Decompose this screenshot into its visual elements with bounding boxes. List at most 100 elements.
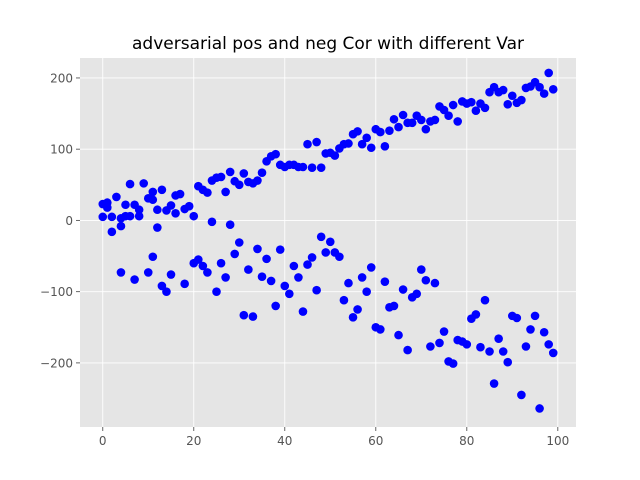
data-point-series-2 [403,345,412,355]
x-tick-label: 100 [546,434,569,448]
data-point-series-2 [207,217,217,227]
x-tick-label: 20 [186,434,201,448]
data-point-series-1 [253,176,262,185]
data-point-series-1 [166,201,176,210]
data-point-series-1 [448,100,458,110]
data-point-series-2 [194,255,203,264]
data-point-series-1 [430,115,440,125]
data-point-series-1 [421,124,431,134]
data-point-series-1 [307,163,317,173]
data-point-series-1 [548,85,558,94]
data-point-series-2 [416,265,426,274]
data-point-series-1 [184,201,194,211]
data-point-series-2 [380,277,390,286]
data-point-series-2 [239,310,249,320]
data-point-series-1 [362,133,371,143]
data-point-series-2 [257,272,267,281]
data-point-series-2 [180,279,189,289]
data-point-series-2 [348,312,358,322]
data-point-series-2 [230,249,240,259]
data-point-series-1 [175,189,185,199]
data-point-series-1 [148,187,158,197]
data-point-series-2 [376,325,385,334]
data-point-series-1 [503,100,513,109]
data-point-series-2 [162,287,171,296]
data-point-series-2 [244,265,253,274]
data-point-series-2 [530,311,540,321]
data-point-series-2 [448,359,458,368]
data-point-series-2 [394,330,403,340]
data-point-series-1 [366,143,376,153]
y-tick-label: −100 [40,285,73,299]
data-point-series-2 [535,404,544,413]
data-point-series-1 [107,227,117,237]
data-point-series-2 [362,287,371,296]
y-tick-label: 200 [50,71,73,85]
data-point-series-2 [321,248,331,257]
data-point-series-2 [353,305,362,314]
data-point-series-2 [307,253,317,262]
data-point-series-2 [294,273,303,282]
data-point-series-1 [271,149,280,159]
x-tick-label: 60 [368,434,383,448]
data-point-series-2 [130,275,139,284]
data-point-series-2 [526,325,535,334]
data-point-series-1 [467,97,476,107]
y-tick-label: 0 [65,214,73,228]
x-axis-ticks: 0 20 40 60 80 100 [99,427,569,448]
data-point-series-1 [312,137,321,147]
data-point-series-2 [148,252,158,262]
data-point-series-2 [303,260,312,269]
data-point-series-2 [153,223,162,232]
data-point-series-1 [416,115,426,125]
data-point-series-1 [407,118,417,128]
data-point-series-2 [471,310,481,319]
data-point-series-1 [480,103,490,113]
data-point-series-2 [221,273,230,282]
data-point-series-2 [212,287,221,296]
data-point-series-1 [116,221,126,231]
data-point-series-2 [339,295,349,305]
data-point-series-1 [203,188,212,197]
data-point-series-2 [216,258,226,268]
data-point-series-2 [421,275,431,285]
data-point-series-2 [548,348,558,358]
data-point-series-1 [257,168,267,177]
data-point-series-1 [535,82,544,92]
data-point-series-2 [512,313,522,323]
data-point-series-2 [494,334,503,343]
data-point-series-1 [139,179,149,188]
data-point-series-1 [239,169,249,178]
data-point-series-2 [266,276,276,286]
data-point-series-2 [430,278,440,288]
data-point-series-1 [216,172,226,182]
data-point-series-1 [380,142,390,151]
data-point-series-2 [435,338,444,348]
data-point-series-2 [517,390,526,400]
data-point-series-2 [357,273,367,282]
data-point-series-2 [335,252,344,262]
data-point-series-1 [125,179,135,189]
data-points [98,68,558,413]
data-point-series-2 [426,342,435,351]
chart-title: adversarial pos and neg Cor with differe… [132,34,524,54]
data-point-series-2 [498,347,508,356]
data-point-series-1 [344,139,353,148]
data-point-series-2 [275,245,285,254]
data-point-series-1 [398,110,408,120]
data-point-series-2 [198,261,208,271]
data-point-series-1 [134,211,144,221]
data-point-series-1 [153,205,162,215]
data-point-series-2 [539,327,549,337]
data-point-series-1 [385,126,394,135]
data-point-series-2 [225,220,235,229]
y-axis-ticks: −200 −100 0 100 200 [40,71,80,370]
data-point-series-1 [125,211,135,221]
data-point-series-2 [262,254,271,264]
data-point-series-2 [116,268,126,277]
y-tick-label: 100 [50,143,73,157]
data-point-series-1 [544,68,553,78]
y-tick-label: −200 [40,356,73,370]
data-point-series-1 [353,127,362,136]
